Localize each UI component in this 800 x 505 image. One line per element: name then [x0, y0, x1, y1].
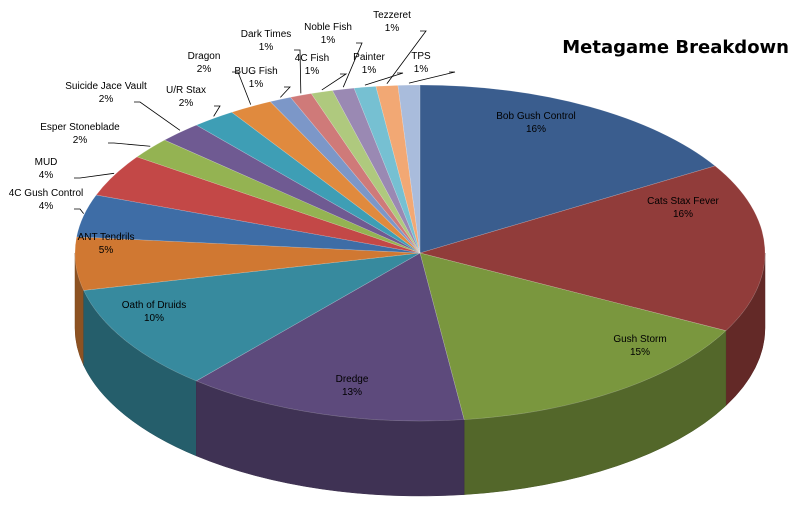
- slice-label-name: Esper Stoneblade: [40, 122, 120, 133]
- leader-line-bug-fish: [280, 86, 291, 98]
- leader-line-4c-gush-control: [74, 208, 84, 214]
- slice-tezzeret: [375, 85, 421, 254]
- slice-gush-storm: [419, 252, 727, 420]
- leader-line-tps: [408, 71, 456, 84]
- slice-cats-stax-fever: [418, 165, 766, 332]
- slice-label-noble-fish: Noble Fish 1%: [304, 22, 352, 46]
- leader-line-painter: [364, 72, 404, 86]
- slice-label-percent: 2%: [99, 94, 114, 105]
- slice-noble-fish: [332, 87, 421, 254]
- slice-label-dark-times: Dark Times 1%: [241, 29, 292, 53]
- slice-side-oath-of-druids: [83, 290, 197, 457]
- slice-label-bob-gush-control: Bob Gush Control 16%: [496, 111, 576, 135]
- slice-label-percent: 1%: [385, 23, 400, 34]
- slice-bob-gush-control: [419, 84, 716, 254]
- slice-label-4c-gush-control: 4C Gush Control 4%: [9, 188, 83, 212]
- leader-lines: [74, 30, 456, 214]
- slice-label-name: Noble Fish: [304, 22, 352, 33]
- slice-label-name: 4C Fish: [295, 53, 329, 64]
- slice-label-4c-fish: 4C Fish 1%: [295, 53, 329, 77]
- leader-line-suicide-jace-vault: [134, 101, 181, 131]
- slice-tps: [397, 84, 421, 254]
- leader-line-tezzeret: [386, 30, 427, 85]
- slice-label-esper-stoneblade: Esper Stoneblade 2%: [40, 122, 120, 146]
- chart-title: Metagame Breakdown: [562, 37, 789, 58]
- slice-label-name: MUD: [35, 157, 58, 168]
- slice-u-r-stax: [195, 111, 421, 254]
- slice-label-tps: TPS 1%: [411, 51, 431, 75]
- leader-line-u-r-stax: [213, 105, 221, 117]
- slice-esper-stoneblade: [136, 139, 421, 254]
- slice-label-percent: 1%: [321, 35, 336, 46]
- slice-label-cats-stax-fever: Cats Stax Fever 16%: [647, 196, 719, 220]
- slice-label-mud: MUD 4%: [35, 157, 58, 181]
- slice-dark-times: [289, 93, 421, 254]
- slice-4c-fish: [310, 90, 421, 254]
- slice-label-percent: 1%: [249, 79, 264, 90]
- slice-label-name: Dark Times: [241, 29, 292, 40]
- slice-label-painter: Painter 1%: [353, 52, 385, 76]
- slice-label-oath-of-druids: Oath of Druids 10%: [122, 300, 186, 324]
- slice-label-name: Tezzeret: [373, 10, 411, 21]
- leader-line-dragon: [232, 71, 252, 105]
- slice-label-u-r-stax: U/R Stax 2%: [166, 85, 206, 109]
- slice-label-name: Dragon: [188, 51, 221, 62]
- slice-label-name: U/R Stax: [166, 85, 206, 96]
- slice-label-percent: 2%: [179, 98, 194, 109]
- slice-label-percent: 4%: [39, 170, 54, 181]
- slice-label-percent: 16%: [526, 124, 546, 135]
- slice-label-name: BUG Fish: [234, 66, 277, 77]
- slice-label-name: 4C Gush Control: [9, 188, 83, 199]
- slice-label-percent: 1%: [414, 64, 429, 75]
- slice-label-name: Oath of Druids: [122, 300, 186, 311]
- slice-label-percent: 10%: [144, 313, 164, 324]
- slice-label-ant-tendrils: ANT Tendrils 5%: [78, 232, 135, 256]
- leader-line-mud: [74, 172, 115, 179]
- slice-oath-of-druids: [83, 252, 421, 382]
- slice-label-dredge: Dredge 13%: [336, 374, 369, 398]
- slice-bug-fish: [269, 96, 421, 254]
- slice-label-name: ANT Tendrils: [78, 232, 135, 243]
- leader-line-esper-stoneblade: [108, 142, 151, 147]
- slice-labels: Bob Gush Control 16% Cats Stax Fever 16% Gus…: [9, 10, 720, 398]
- leader-line-dark-times: [294, 49, 302, 94]
- slice-label-percent: 13%: [342, 387, 362, 398]
- leader-line-4c-fish: [321, 73, 348, 91]
- leader-line-noble-fish: [342, 42, 363, 88]
- slice-label-bug-fish: BUG Fish 1%: [234, 66, 277, 90]
- slice-label-name: Suicide Jace Vault: [65, 81, 147, 92]
- slice-label-suicide-jace-vault: Suicide Jace Vault 2%: [65, 81, 147, 105]
- slice-label-percent: 15%: [630, 347, 650, 358]
- slice-label-percent: 4%: [39, 201, 54, 212]
- slice-label-percent: 1%: [305, 66, 320, 77]
- slice-suicide-jace-vault: [163, 124, 421, 254]
- slice-label-percent: 2%: [73, 135, 88, 146]
- slice-label-gush-storm: Gush Storm 15%: [613, 334, 666, 358]
- slice-label-percent: 5%: [99, 245, 114, 256]
- slice-painter: [353, 86, 421, 254]
- slice-label-name: Cats Stax Fever: [647, 196, 719, 207]
- slice-label-percent: 1%: [259, 42, 274, 53]
- slice-label-name: Dredge: [336, 374, 369, 385]
- slice-label-tezzeret: Tezzeret 1%: [373, 10, 411, 34]
- slice-label-name: Gush Storm: [613, 334, 666, 345]
- pie-sides: [74, 252, 766, 497]
- slice-label-name: Painter: [353, 52, 385, 63]
- slice-label-percent: 2%: [197, 64, 212, 75]
- slice-label-dragon: Dragon 2%: [188, 51, 221, 75]
- slice-label-percent: 16%: [673, 209, 693, 220]
- slice-ant-tendrils: [74, 236, 421, 291]
- slice-mud: [95, 156, 421, 254]
- slice-dredge: [195, 252, 465, 422]
- slice-label-name: TPS: [411, 51, 431, 62]
- slice-label-percent: 1%: [362, 65, 377, 76]
- slice-label-name: Bob Gush Control: [496, 111, 576, 122]
- pie-top-faces: [74, 84, 766, 422]
- slice-dragon: [231, 101, 421, 254]
- slice-4c-gush-control: [76, 194, 421, 254]
